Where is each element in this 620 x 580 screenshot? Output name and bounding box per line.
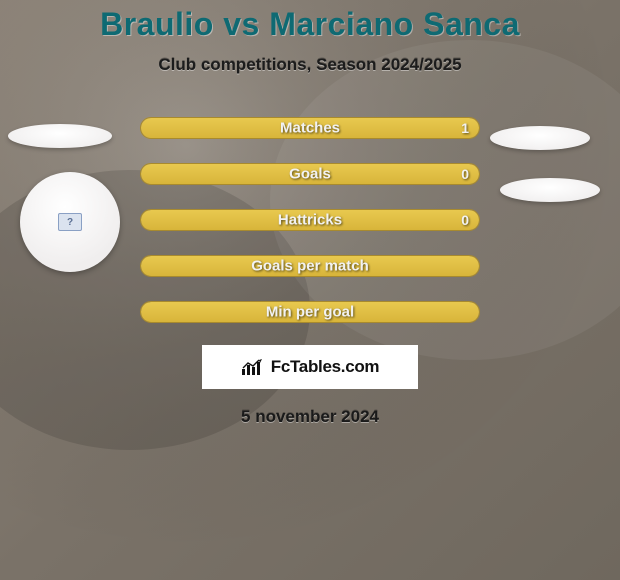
stat-value-right: 0 bbox=[461, 166, 469, 182]
stat-row: Min per goal bbox=[140, 301, 480, 323]
stat-fill bbox=[141, 164, 479, 184]
stat-row: Goals per match bbox=[140, 255, 480, 277]
stat-value-right: 1 bbox=[461, 120, 469, 136]
stat-fill bbox=[141, 118, 479, 138]
brand-text: FcTables.com bbox=[271, 357, 380, 377]
page-title: Braulio vs Marciano Sanca bbox=[0, 6, 620, 43]
stats-container: Matches1 Goals0 Hattricks0 Goals per match M… bbox=[0, 117, 620, 323]
stat-fill bbox=[141, 210, 479, 230]
stat-fill bbox=[141, 302, 479, 322]
stat-row: Hattricks0 bbox=[140, 209, 480, 231]
stat-row: Matches1 bbox=[140, 117, 480, 139]
stat-value-right: 0 bbox=[461, 212, 469, 228]
brand-chart-icon bbox=[241, 358, 265, 376]
stat-fill bbox=[141, 256, 479, 276]
brand-box: FcTables.com bbox=[202, 345, 418, 389]
stat-row: Goals0 bbox=[140, 163, 480, 185]
date-text: 5 november 2024 bbox=[0, 407, 620, 427]
subtitle: Club competitions, Season 2024/2025 bbox=[0, 55, 620, 75]
